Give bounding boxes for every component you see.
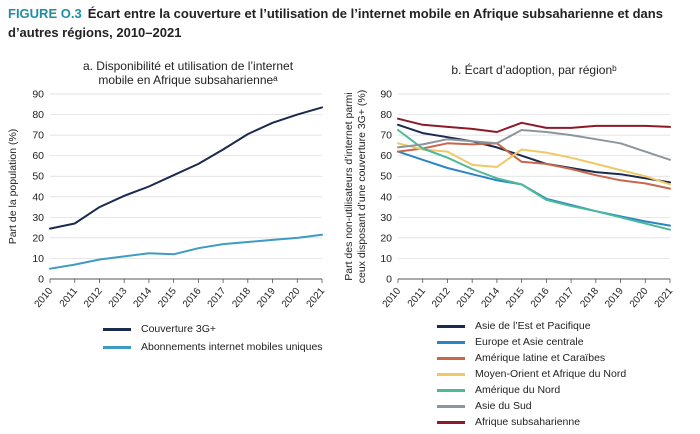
x-tick-label: 2010 [33,286,56,310]
x-tick-label: 2011 [406,286,429,310]
legend-label: Asie du Sud [475,400,532,412]
x-tick-label: 2014 [479,286,502,310]
legend-swatch [103,327,131,331]
panel-title-a-line: mobile en Afrique subsaharienneᵃ [98,73,278,87]
legend-swatch [103,345,131,349]
x-tick-label: 2018 [578,286,601,310]
legend-swatch [437,356,465,360]
y-tick-label: 80 [32,109,44,121]
series-line [397,129,671,231]
y-tick-label: 50 [380,171,392,183]
legend-swatch [437,420,465,424]
legend-item: Asie de l’Est et Pacifique [437,317,591,335]
legend-label: Abonnements internet mobiles uniques [141,341,323,353]
x-tick-label: 2020 [280,286,303,310]
y-axis-label-line: ceux disposant d’une couverture 3G+ (%) [356,90,368,283]
x-tick-label: 2020 [628,286,651,310]
y-tick-label: 80 [380,109,392,121]
legend-label: Asie de l’Est et Pacifique [475,320,591,332]
x-tick-label: 2021 [653,286,676,310]
legend-item: Europe et Asie centrale [437,333,584,351]
legend-label: Amérique du Nord [475,384,561,396]
legend-swatch [437,324,465,328]
legend-item: Amérique du Nord [437,381,560,399]
y-tick-label: 30 [32,212,44,224]
y-tick-label: 60 [32,150,44,162]
x-tick-label: 2011 [58,286,81,310]
legend-label: Couverture 3G+ [141,323,216,335]
legend-swatch [437,404,465,408]
legend-swatch [437,340,465,344]
legend-item: Afrique subsaharienne [437,413,580,431]
x-tick-label: 2017 [554,286,577,310]
legend-swatch [437,372,465,376]
figure-number: FIGURE O.3 [8,6,82,21]
y-tick-label: 90 [380,89,392,101]
x-tick-label: 2016 [529,286,552,310]
series-line [49,106,323,230]
x-tick-label: 2012 [82,286,105,310]
y-tick-label: 40 [32,191,44,203]
legend-swatch [437,388,465,392]
y-axis-label-line: Part des non-utilisateurs d’internet par… [343,92,355,281]
x-tick-label: 2010 [381,286,404,310]
x-tick-label: 2017 [206,286,229,310]
legend-item: Asie du Sud [437,397,532,415]
y-tick-label: 70 [32,130,44,142]
series-line [49,233,323,270]
y-tick-label: 50 [32,171,44,183]
series-line [397,142,671,186]
y-tick-label: 40 [380,191,392,203]
y-tick-label: 20 [380,232,392,244]
y-axis-label: Part de la population (%) [7,129,19,245]
x-tick-label: 2019 [255,286,278,310]
x-tick-label: 2019 [603,286,626,310]
x-tick-label: 2015 [504,286,527,310]
y-tick-label: 90 [32,89,44,101]
x-tick-label: 2013 [107,286,130,310]
y-tick-label: 70 [380,130,392,142]
figure-title-text: Écart entre la couverture et l’utilisati… [8,6,663,40]
legend-item: Amérique latine et Caraïbes [437,349,605,367]
series-line [397,129,671,161]
legend-label: Moyen-Orient et Afrique du Nord [475,368,627,380]
y-tick-label: 20 [32,232,44,244]
x-tick-label: 2014 [131,286,154,310]
legend-label: Amérique latine et Caraïbes [475,352,606,364]
legend-label: Afrique subsaharienne [475,416,581,428]
y-tick-label: 10 [32,253,44,265]
x-tick-label: 2013 [455,286,478,310]
y-tick-label: 30 [380,212,392,224]
x-tick-label: 2021 [305,286,328,310]
y-tick-label: 10 [380,253,392,265]
legend-label: Europe et Asie centrale [475,336,584,348]
panel-title-b: b. Écart d’adoption, par régionᵇ [451,62,617,77]
y-tick-label: 0 [38,274,44,286]
legend-item: Moyen-Orient et Afrique du Nord [437,365,626,383]
legend-item: Abonnements internet mobiles uniques [103,338,323,356]
x-tick-label: 2012 [430,286,453,310]
legend-item: Couverture 3G+ [103,320,216,338]
series-line [397,142,671,190]
y-tick-label: 0 [386,274,392,286]
y-tick-label: 60 [380,150,392,162]
x-tick-label: 2018 [230,286,253,310]
x-tick-label: 2015 [156,286,179,310]
x-tick-label: 2016 [181,286,204,310]
panel-title-a-line: a. Disponibilité et utilisation de l’int… [83,59,294,73]
series-line [397,117,671,133]
series-line [397,123,671,184]
figure-title: FIGURE O.3 Écart entre la couverture et l… [8,4,692,42]
